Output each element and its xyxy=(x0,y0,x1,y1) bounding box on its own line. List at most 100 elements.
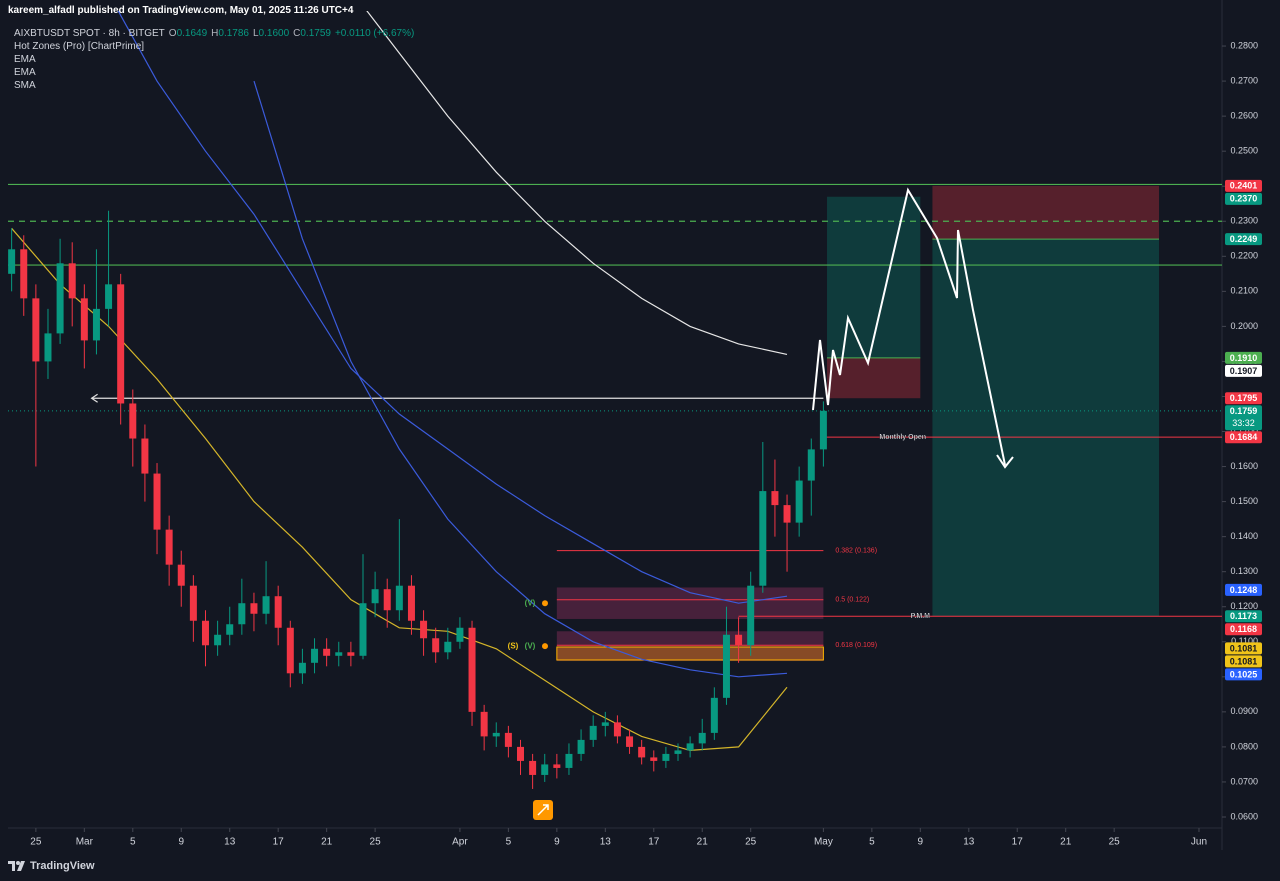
candle-body xyxy=(214,634,222,646)
position-target-zone xyxy=(827,196,921,358)
footer: TradingView xyxy=(8,860,95,872)
price-tag-label: 0.2401 xyxy=(1230,181,1258,191)
candle-body xyxy=(323,648,331,656)
candle-body xyxy=(189,585,197,621)
indicator: EMA xyxy=(14,67,36,78)
y-tick-label: 0.2100 xyxy=(1230,286,1258,296)
price-tag xyxy=(1225,623,1262,636)
candle-body xyxy=(480,711,488,737)
candle-body xyxy=(250,603,258,614)
candle-body xyxy=(359,603,367,656)
indicators: Hot Zones (Pro) [ChartPrime] EMA EMA SMA xyxy=(14,40,414,92)
price-tag xyxy=(1225,233,1262,246)
y-tick-label: 0.2500 xyxy=(1230,146,1258,156)
price-tag-label: 0.1081 xyxy=(1230,656,1258,666)
symbol: AIXBTUSDT SPOT · 8h · BITGET xyxy=(14,28,165,39)
signal-arrow xyxy=(537,804,549,816)
candle-body xyxy=(662,753,670,761)
fib-label: 0.5 (0.122) xyxy=(835,597,869,604)
indicator: SMA xyxy=(14,80,36,91)
plot-marks xyxy=(8,11,827,789)
price-tag xyxy=(1225,179,1262,192)
moving-average xyxy=(11,227,788,752)
candle-body xyxy=(44,333,52,362)
candle-body xyxy=(20,249,28,299)
hot-zone xyxy=(556,631,824,662)
price-tag-label: 0.1173 xyxy=(1230,611,1257,621)
candle-body xyxy=(298,662,306,674)
change: +0.0110 (+6.67%) xyxy=(334,28,415,39)
candle-body xyxy=(80,298,88,341)
y-tick-label: 0.2600 xyxy=(1230,111,1258,121)
price-tag-label: 0.2249 xyxy=(1230,234,1258,244)
ohlc-key: L xyxy=(252,28,259,39)
x-tick-label: 13 xyxy=(224,837,236,848)
candle-body xyxy=(638,746,646,758)
hot-zone-poc xyxy=(556,646,824,661)
candle-body xyxy=(710,697,718,733)
candle-body xyxy=(153,473,161,530)
ohlc-key: O xyxy=(168,28,177,39)
candle-body xyxy=(807,449,815,481)
candle-body xyxy=(8,249,16,274)
x-tick-label: May xyxy=(814,837,833,848)
y-tick-label: 0.1700 xyxy=(1230,426,1258,436)
axes: 0.06000.07000.08000.09000.10000.11000.12… xyxy=(30,40,1262,848)
y-tick-label: 0.2000 xyxy=(1230,321,1258,331)
y-tick-label: 0.0800 xyxy=(1230,741,1258,751)
y-tick-label: 0.1100 xyxy=(1231,636,1258,646)
x-tick-label: 17 xyxy=(648,837,660,848)
candle-body xyxy=(141,438,149,474)
candle-body xyxy=(311,648,319,663)
candle-body xyxy=(601,722,609,726)
price-tag-label: 0.2370 xyxy=(1230,194,1258,204)
candle-body xyxy=(177,564,185,586)
x-tick-label: 9 xyxy=(918,837,924,848)
price-tag xyxy=(1225,351,1262,364)
price-tag-countdown: 33:32 xyxy=(1232,418,1255,428)
x-tick-label: 25 xyxy=(745,837,757,848)
candle-body xyxy=(747,585,755,646)
candle-body xyxy=(68,263,76,299)
candle-body xyxy=(226,624,234,635)
position-stop-zone xyxy=(932,185,1159,240)
candle-body xyxy=(444,641,452,653)
candle-body xyxy=(674,750,682,754)
candle-body xyxy=(650,757,658,761)
price-tag-label: 0.1025 xyxy=(1230,669,1258,679)
candle-body xyxy=(395,585,403,611)
candle-body xyxy=(468,627,476,712)
y-tick-label: 0.1300 xyxy=(1230,566,1258,576)
price-tag xyxy=(1225,431,1262,444)
position-target-zone xyxy=(932,239,1159,617)
y-tick-label: 0.2800 xyxy=(1230,40,1258,50)
drawn-path xyxy=(812,187,1006,466)
x-tick-label: 21 xyxy=(697,837,709,848)
x-tick-label: 13 xyxy=(963,837,975,848)
candle-body xyxy=(589,725,597,740)
candle-body xyxy=(613,722,621,737)
candle-body xyxy=(371,589,379,604)
x-tick-label: Mar xyxy=(76,837,94,848)
candle-body xyxy=(783,505,791,523)
candle-body xyxy=(541,764,549,775)
candle-body xyxy=(238,603,246,625)
fib-label: 0.382 (0.136) xyxy=(835,548,877,555)
candle-body xyxy=(456,627,464,642)
candle-body xyxy=(432,638,440,653)
price-tag xyxy=(1225,364,1262,377)
candle-body xyxy=(347,652,355,656)
symbol-row: AIXBTUSDT SPOT · 8h · BITGET O0.1649 H0.17… xyxy=(14,27,414,40)
x-tick-label: 25 xyxy=(1109,837,1121,848)
brand: TradingView xyxy=(30,860,95,872)
candle-body xyxy=(686,743,694,751)
candle-body xyxy=(577,739,585,754)
x-tick-label: 17 xyxy=(273,837,285,848)
y-tick-label: 0.0700 xyxy=(1230,776,1258,786)
candle-body xyxy=(165,529,173,565)
price-tag xyxy=(1225,583,1262,596)
ohlc-value: 0.1600 xyxy=(258,28,290,39)
